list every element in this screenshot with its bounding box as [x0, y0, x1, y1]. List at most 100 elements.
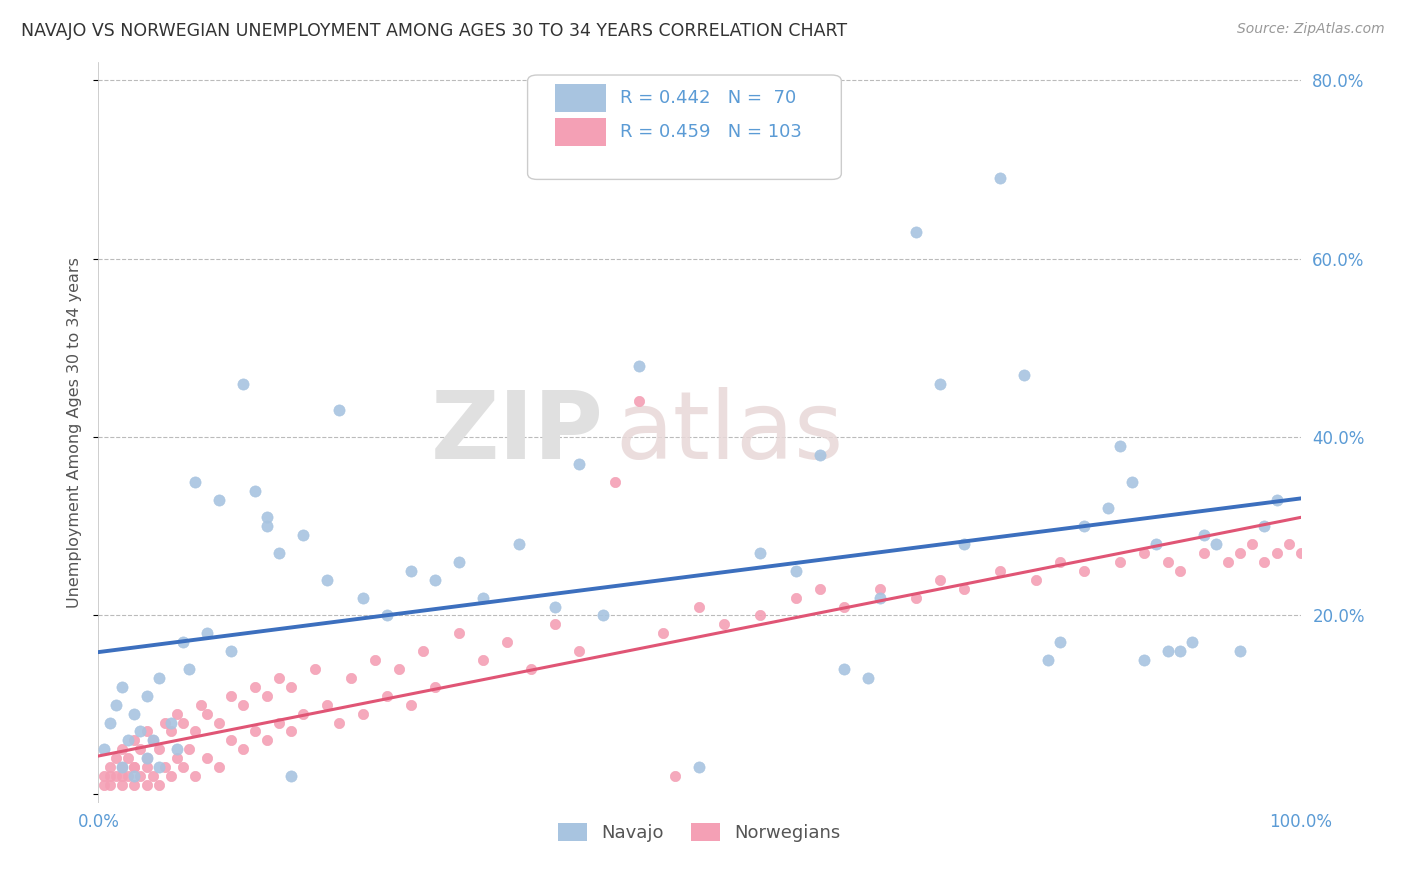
- Point: [183, 724, 205, 739]
- Point: [1289, 546, 1312, 560]
- Point: [148, 760, 170, 774]
- Point: [328, 403, 350, 417]
- Point: [1205, 537, 1227, 551]
- Point: [105, 769, 128, 783]
- Point: [352, 706, 374, 721]
- Point: [423, 680, 446, 694]
- Point: [399, 698, 422, 712]
- Point: [1265, 546, 1288, 560]
- Point: [141, 733, 163, 747]
- Point: [280, 680, 302, 694]
- Point: [232, 742, 254, 756]
- Point: [652, 626, 675, 640]
- Point: [1253, 519, 1275, 533]
- Point: [111, 760, 134, 774]
- Point: [1253, 555, 1275, 569]
- Point: [135, 724, 157, 739]
- Point: [628, 359, 651, 373]
- Point: [148, 742, 170, 756]
- Point: [159, 769, 181, 783]
- Point: [472, 591, 495, 605]
- Point: [399, 564, 422, 578]
- FancyBboxPatch shape: [527, 75, 841, 179]
- Point: [256, 689, 278, 703]
- Bar: [555, 84, 606, 112]
- Point: [592, 608, 614, 623]
- Point: [135, 778, 157, 792]
- Point: [243, 680, 266, 694]
- Point: [267, 546, 290, 560]
- Point: [664, 769, 686, 783]
- Point: [472, 653, 495, 667]
- Point: [1194, 528, 1216, 542]
- Text: R = 0.442   N =  70: R = 0.442 N = 70: [620, 89, 796, 107]
- Text: atlas: atlas: [616, 386, 844, 479]
- Point: [568, 457, 591, 471]
- Point: [1157, 555, 1180, 569]
- Point: [291, 528, 314, 542]
- Point: [508, 537, 530, 551]
- Point: [100, 715, 122, 730]
- Point: [117, 751, 139, 765]
- Point: [748, 546, 770, 560]
- Point: [605, 475, 627, 489]
- Point: [808, 448, 831, 462]
- Point: [183, 769, 205, 783]
- Point: [280, 724, 302, 739]
- Point: [1036, 653, 1059, 667]
- Point: [1181, 635, 1204, 649]
- Point: [1121, 475, 1143, 489]
- Point: [148, 671, 170, 685]
- Point: [111, 680, 134, 694]
- Point: [172, 715, 194, 730]
- Text: Source: ZipAtlas.com: Source: ZipAtlas.com: [1237, 22, 1385, 37]
- Point: [1194, 546, 1216, 560]
- Point: [190, 698, 212, 712]
- Point: [1229, 546, 1251, 560]
- Point: [93, 742, 115, 756]
- Point: [177, 742, 200, 756]
- Y-axis label: Unemployment Among Ages 30 to 34 years: Unemployment Among Ages 30 to 34 years: [67, 257, 83, 608]
- Point: [153, 715, 176, 730]
- Text: ZIP: ZIP: [430, 386, 603, 479]
- Point: [280, 769, 302, 783]
- Point: [195, 706, 218, 721]
- Point: [195, 751, 218, 765]
- Point: [1170, 644, 1192, 658]
- Point: [111, 769, 134, 783]
- Point: [111, 742, 134, 756]
- Point: [219, 644, 242, 658]
- Point: [124, 760, 146, 774]
- Point: [544, 617, 567, 632]
- Legend: Navajo, Norwegians: Navajo, Norwegians: [551, 816, 848, 849]
- Point: [1073, 564, 1095, 578]
- Point: [688, 599, 710, 614]
- Point: [129, 724, 152, 739]
- Point: [1157, 644, 1180, 658]
- Point: [232, 698, 254, 712]
- Point: [100, 769, 122, 783]
- Bar: [555, 118, 606, 146]
- Point: [1144, 537, 1167, 551]
- Point: [219, 689, 242, 703]
- Point: [988, 171, 1011, 186]
- Point: [1097, 501, 1119, 516]
- Point: [832, 599, 855, 614]
- Point: [304, 662, 326, 676]
- Point: [183, 475, 205, 489]
- Point: [166, 742, 188, 756]
- Point: [1049, 635, 1071, 649]
- Point: [496, 635, 519, 649]
- Point: [172, 760, 194, 774]
- Point: [177, 662, 200, 676]
- Point: [904, 225, 927, 239]
- Point: [105, 698, 128, 712]
- Point: [100, 760, 122, 774]
- Point: [447, 555, 470, 569]
- Point: [315, 573, 337, 587]
- Point: [172, 635, 194, 649]
- Point: [869, 591, 891, 605]
- Point: [208, 760, 231, 774]
- Point: [135, 751, 157, 765]
- Point: [100, 778, 122, 792]
